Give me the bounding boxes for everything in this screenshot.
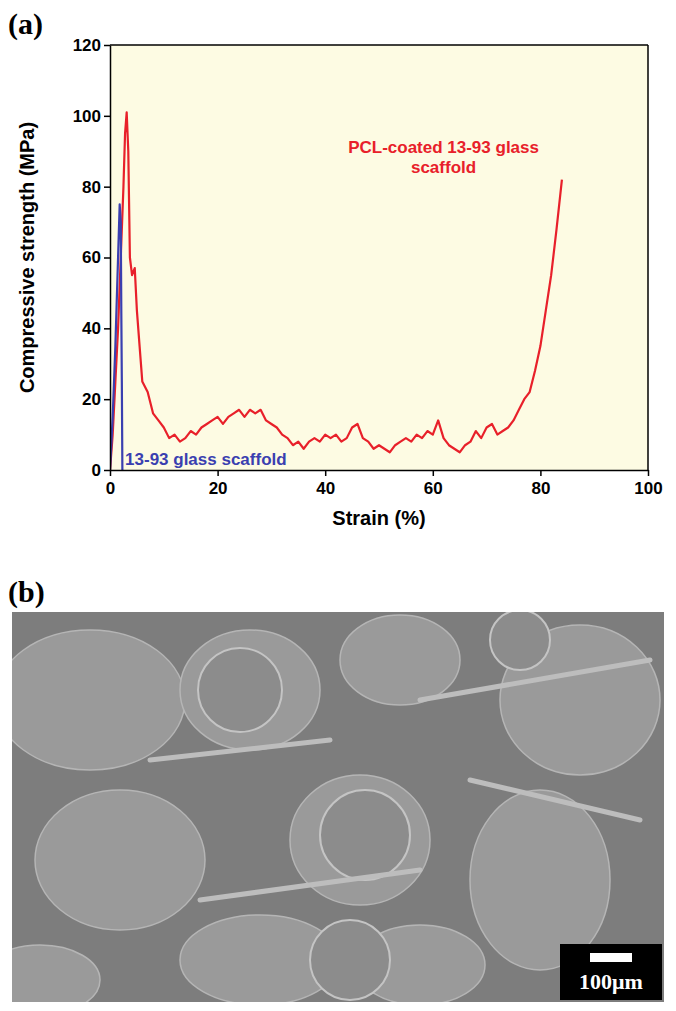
tick: 40 <box>316 470 335 498</box>
series-line <box>110 204 122 470</box>
image-feature <box>420 660 650 700</box>
tick: 60 <box>82 248 110 267</box>
figure: (a) 0 20 40 60 80 100 0 20 40 60 80 100 120 Strain (%)… <box>0 0 676 1011</box>
image-feature <box>150 740 330 760</box>
tick: 80 <box>82 178 110 197</box>
tick-label: 60 <box>82 248 101 267</box>
tick: 0 <box>92 461 110 480</box>
sem-image <box>12 612 664 1002</box>
image-feature <box>198 648 282 732</box>
tick-mark <box>648 470 650 476</box>
tick-label: 80 <box>82 178 101 197</box>
tick: 60 <box>424 470 443 498</box>
tick-mark <box>104 45 110 47</box>
x-axis: 0 20 40 60 80 100 <box>106 470 663 498</box>
series-line <box>110 112 562 470</box>
tick-label: 40 <box>82 319 101 338</box>
series-label: PCL-coated 13-93 glassscaffold <box>348 138 539 177</box>
tick-label: 40 <box>316 479 335 498</box>
tick-mark <box>540 470 542 476</box>
tick-label: 20 <box>82 390 101 409</box>
axis-line <box>111 470 649 472</box>
tick: 120 <box>73 36 110 55</box>
tick: 40 <box>82 319 110 338</box>
tick-label: 120 <box>73 36 101 55</box>
tick-mark <box>104 470 110 472</box>
series-label-line: 13-93 glass scaffold <box>125 450 287 469</box>
image-feature <box>490 612 550 670</box>
scale-bar-label: 100μm <box>579 969 643 994</box>
series-label-line: PCL-coated 13-93 glass <box>348 138 539 157</box>
tick-mark <box>433 470 435 476</box>
series-label-line: scaffold <box>411 158 476 177</box>
panel-label: (b) <box>8 575 45 609</box>
series-label: 13-93 glass scaffold <box>125 450 287 469</box>
image-feature <box>180 630 320 750</box>
tick-mark <box>217 470 219 476</box>
image-feature <box>320 790 410 880</box>
tick-mark <box>104 116 110 118</box>
image-feature <box>12 945 100 1002</box>
scale-bar-box <box>560 944 662 1000</box>
image-feature <box>470 790 610 970</box>
tick-label: 60 <box>424 479 443 498</box>
image-feature <box>200 870 420 900</box>
frame <box>647 45 649 470</box>
image-feature <box>340 615 460 705</box>
tick-label: 100 <box>73 107 101 126</box>
tick-mark <box>104 399 110 401</box>
scale-bar <box>590 953 632 962</box>
tick: 80 <box>531 470 550 498</box>
image-feature <box>470 780 640 820</box>
plot-marks <box>110 112 562 470</box>
plot-background <box>110 45 648 470</box>
tick-mark <box>104 328 110 330</box>
tick-mark <box>104 257 110 259</box>
tick-label: 0 <box>106 479 115 498</box>
tick: 0 <box>106 470 115 498</box>
y-axis-title: Compressive strength (MPa) <box>16 122 38 393</box>
image-feature <box>12 630 185 770</box>
image-feature <box>35 790 205 930</box>
tick-label: 0 <box>92 461 101 480</box>
tick: 20 <box>82 390 110 409</box>
image-feature <box>310 920 390 1000</box>
panel-label: (a) <box>8 7 43 41</box>
tick-mark <box>104 186 110 188</box>
tick-mark <box>325 470 327 476</box>
frame <box>110 44 648 46</box>
tick: 100 <box>634 470 662 498</box>
tick: 20 <box>209 470 228 498</box>
tick-label: 100 <box>634 479 662 498</box>
y-axis: 0 20 40 60 80 100 120 <box>73 36 111 480</box>
tick: 100 <box>73 107 110 126</box>
tick-label: 20 <box>209 479 228 498</box>
x-axis-title: Strain (%) <box>332 507 425 529</box>
tick-label: 80 <box>531 479 550 498</box>
